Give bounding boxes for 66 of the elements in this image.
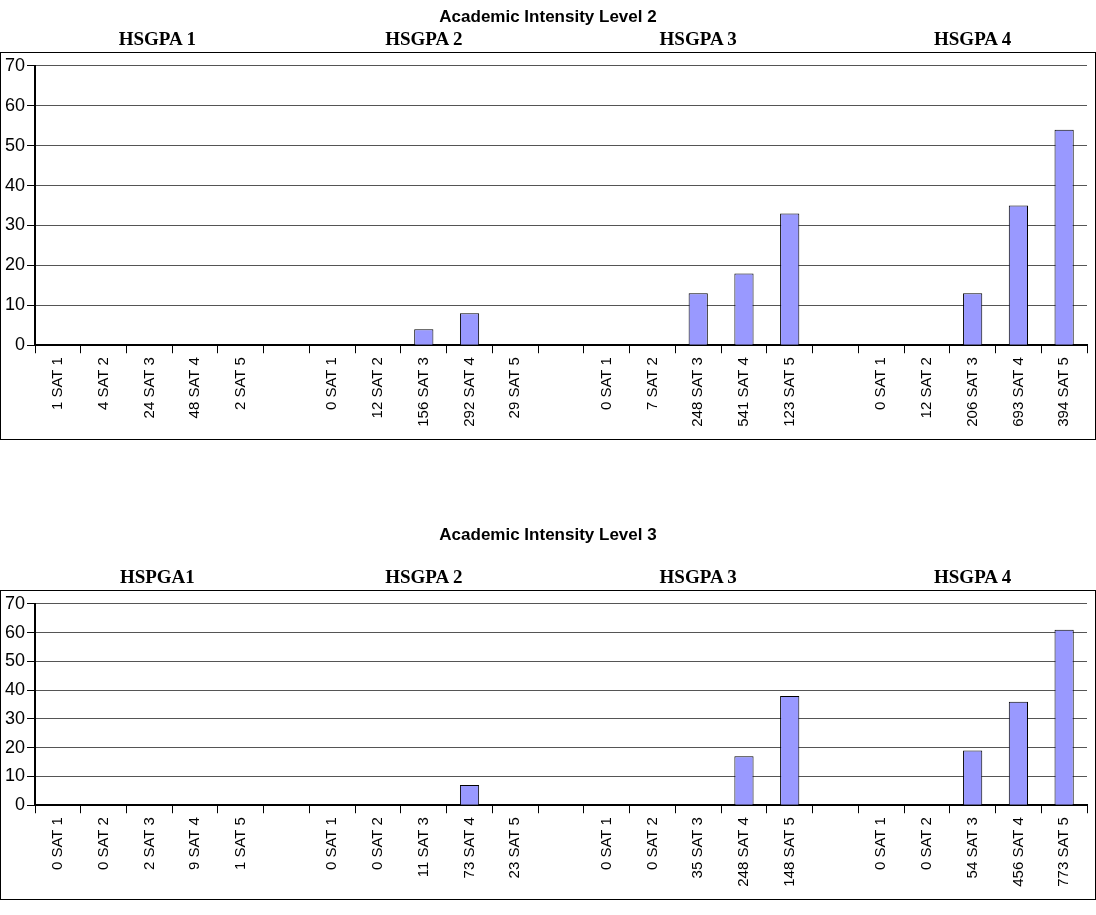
x-tick-label: 773 SAT 5 xyxy=(1054,817,1072,887)
x-tick-label: 248 SAT 4 xyxy=(734,817,752,887)
text: HSGPA 3 xyxy=(659,28,737,50)
y-tick-label: 30 xyxy=(4,214,26,235)
x-tick-label: 248 SAT 3 xyxy=(688,357,706,427)
x-tick-label: 541 SAT 4 xyxy=(734,357,752,427)
x-tick-label: 24 SAT 3 xyxy=(139,357,157,419)
x-tick-label: 12 SAT 2 xyxy=(917,357,935,419)
x-tick-label: 206 SAT 3 xyxy=(962,357,980,427)
text: HSGPA 3 xyxy=(659,566,737,588)
x-tick-label: 1 SAT 5 xyxy=(230,817,248,871)
text: HSGPA 2 xyxy=(385,28,463,50)
x-tick-label: 0 SAT 2 xyxy=(368,817,386,871)
y-tick-label: 0 xyxy=(15,794,26,815)
text: HSPGA1 xyxy=(119,566,195,588)
y-tick-label: 20 xyxy=(4,254,26,275)
x-tick-label: 48 SAT 4 xyxy=(185,357,203,419)
y-tick-label: 50 xyxy=(4,650,26,671)
x-tick-label: 9 SAT 4 xyxy=(185,817,203,871)
x-tick-label: 73 SAT 4 xyxy=(459,817,477,879)
x-tick-label: 2 SAT 3 xyxy=(139,817,157,871)
x-tick-label: 29 SAT 5 xyxy=(505,357,523,419)
text: HSGPA 1 xyxy=(118,28,196,50)
x-tick-label: 1 SAT 1 xyxy=(48,357,66,411)
x-tick-label: 156 SAT 3 xyxy=(413,357,431,427)
x-tick-label: 148 SAT 5 xyxy=(779,817,797,887)
x-tick-label: 4 SAT 2 xyxy=(93,357,111,411)
y-tick-label: 60 xyxy=(4,621,26,642)
y-tick-label: 40 xyxy=(4,174,26,195)
x-tick-label: 35 SAT 3 xyxy=(688,817,706,879)
x-tick-label: 0 SAT 2 xyxy=(917,817,935,871)
x-tick-label: 0 SAT 1 xyxy=(322,357,340,411)
x-tick-label: 0 SAT 1 xyxy=(871,817,889,871)
y-tick-label: 10 xyxy=(4,765,26,786)
y-tick-label: 70 xyxy=(4,54,26,75)
y-tick-label: 70 xyxy=(4,592,26,613)
x-tick-label: 54 SAT 3 xyxy=(962,817,980,879)
x-tick-label: 0 SAT 1 xyxy=(48,817,66,871)
y-tick-label: 60 xyxy=(4,94,26,115)
x-tick-label: 394 SAT 5 xyxy=(1054,357,1072,427)
chart-title: Academic Intensity Level 2 xyxy=(438,6,658,28)
text: HSGPA 2 xyxy=(385,566,463,588)
x-tick-label: 0 SAT 2 xyxy=(642,817,660,871)
x-tick-label: 2 SAT 5 xyxy=(230,357,248,411)
x-tick-label: 0 SAT 1 xyxy=(596,817,614,871)
y-tick-label: 50 xyxy=(4,134,26,155)
x-tick-label: 0 SAT 1 xyxy=(596,357,614,411)
text: HSGPA 4 xyxy=(934,28,1012,50)
x-tick-label: 456 SAT 4 xyxy=(1008,817,1026,887)
x-tick-label: 12 SAT 2 xyxy=(368,357,386,419)
x-tick-label: 0 SAT 1 xyxy=(871,357,889,411)
x-tick-label: 0 SAT 1 xyxy=(322,817,340,871)
y-tick-label: 20 xyxy=(4,736,26,757)
x-tick-label: 123 SAT 5 xyxy=(779,357,797,427)
x-tick-label: 23 SAT 5 xyxy=(505,817,523,879)
y-tick-label: 40 xyxy=(4,679,26,700)
x-tick-label: 292 SAT 4 xyxy=(459,357,477,427)
x-tick-label: 0 SAT 2 xyxy=(93,817,111,871)
y-tick-label: 10 xyxy=(4,294,26,315)
x-tick-label: 7 SAT 2 xyxy=(642,357,660,411)
x-tick-label: 693 SAT 4 xyxy=(1008,357,1026,427)
text: HSGPA 4 xyxy=(934,566,1012,588)
y-tick-label: 30 xyxy=(4,707,26,728)
chart-title: Academic Intensity Level 3 xyxy=(438,524,658,546)
x-tick-label: 11 SAT 3 xyxy=(413,817,431,878)
y-tick-label: 0 xyxy=(15,334,26,355)
